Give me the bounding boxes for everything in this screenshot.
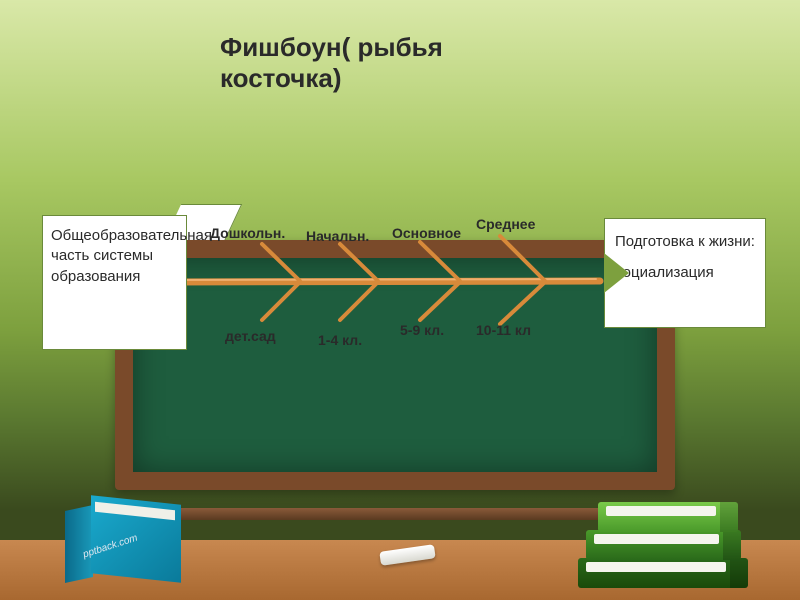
bone-label-top: Начальн.	[306, 228, 369, 244]
bone-label-top: Дошкольн.	[210, 225, 285, 241]
bone-label-top: Основное	[392, 225, 461, 241]
tail-line2: социализация	[615, 262, 755, 285]
bone-label-bottom: 1-4 кл.	[318, 332, 362, 348]
book-stack-icon	[578, 478, 748, 588]
bone-label-bottom: 5-9 кл.	[400, 322, 444, 338]
bone-label-bottom: дет.сад	[225, 328, 276, 344]
bone-label-top: Среднее	[476, 216, 535, 232]
fishbone-head: Общеобразовательная часть системы образо…	[42, 215, 187, 350]
bone-label-bottom: 10-11 кл	[476, 322, 531, 338]
fishbone-tail: Подготовка к жизни: социализация	[604, 218, 766, 328]
tail-notch-icon	[604, 253, 629, 293]
tail-line1: Подготовка к жизни:	[615, 231, 755, 254]
